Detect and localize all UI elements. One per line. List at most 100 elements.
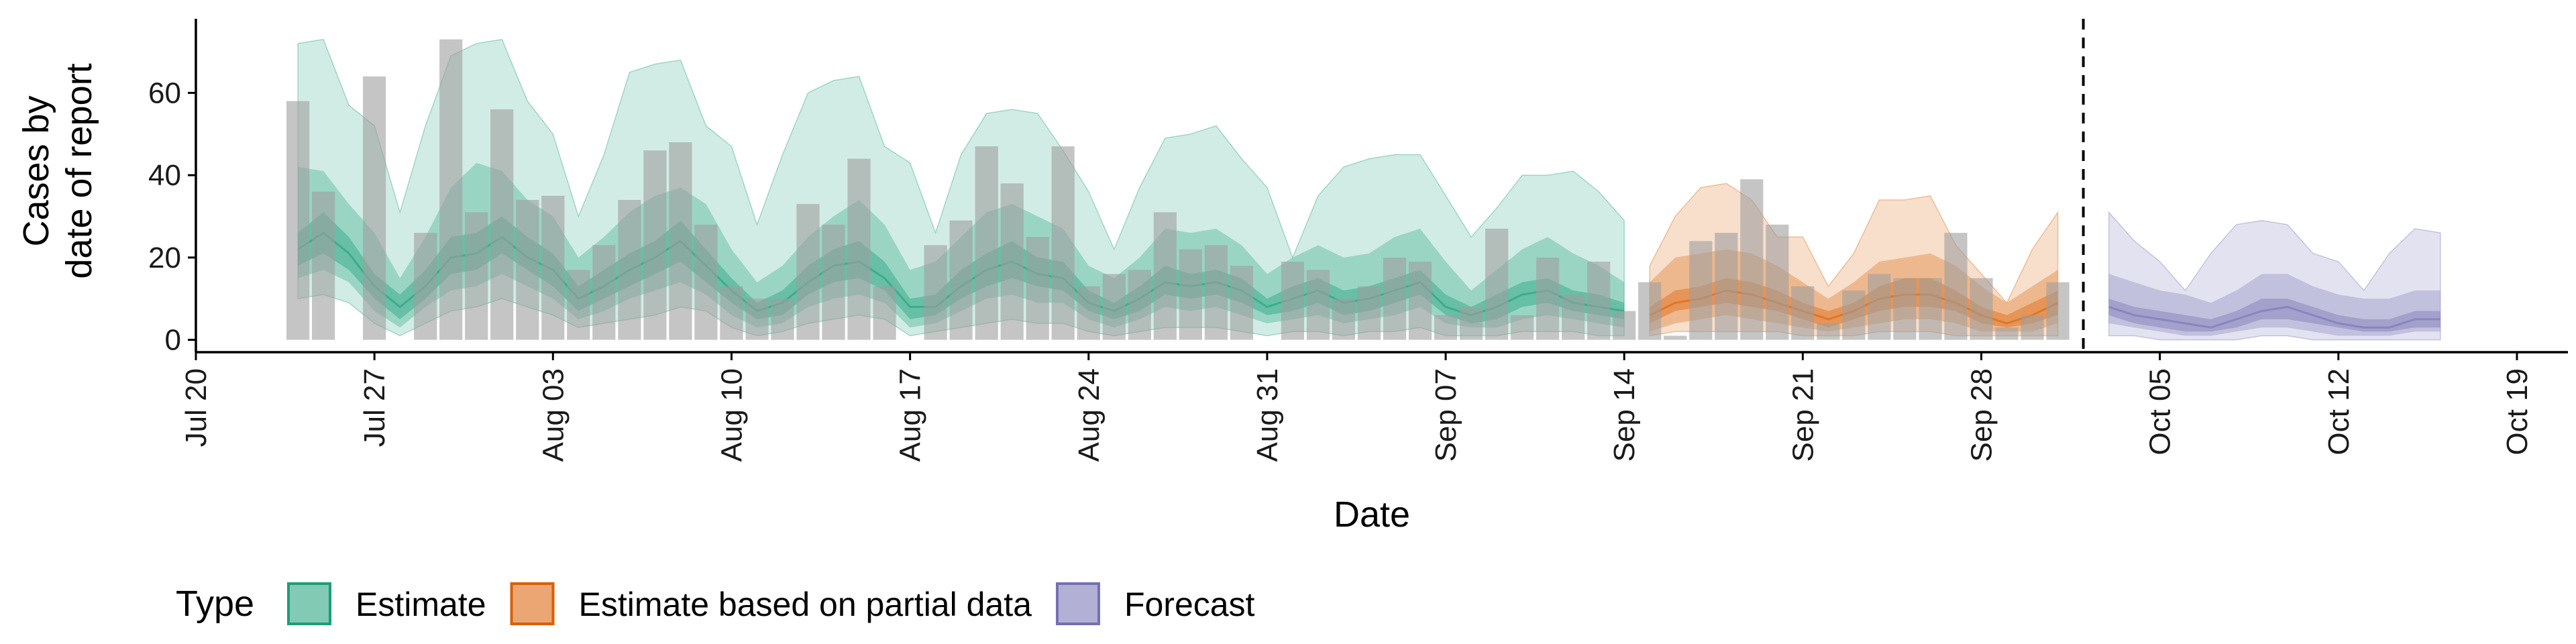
bar-2020-08-21 <box>1000 183 1024 340</box>
bar-2020-09-11 <box>1536 257 1560 340</box>
axes: 0 20 40 60 Jul 20 Jul 27 Aug 03 Aug 10 Aug 17 Aug… <box>148 19 2568 462</box>
bar-2020-08-30 <box>1230 266 1253 340</box>
bar-2020-08-19 <box>949 220 973 340</box>
bar-2020-09-18 <box>1715 233 1738 340</box>
bar-2020-08-29 <box>1204 245 1228 340</box>
bar-2020-08-24 <box>1077 286 1100 340</box>
bar-2020-09-08 <box>1460 307 1483 340</box>
bar-2020-07-31 <box>465 212 488 340</box>
bar-2020-09-23 <box>1842 290 1866 340</box>
x-tick-label-2020-07-27: Jul 27 <box>358 368 391 447</box>
bar-2020-09-26 <box>1919 278 1942 340</box>
bar-2020-09-07 <box>1434 315 1458 340</box>
y-axis-title-line-1: Cases by <box>16 95 56 246</box>
bar-2020-09-25 <box>1893 278 1917 340</box>
x-tick-label-2020-08-10: Aug 10 <box>716 368 749 462</box>
bar-2020-08-28 <box>1179 249 1202 340</box>
bar-2020-09-02 <box>1306 270 1330 340</box>
y-tick-label-60: 60 <box>148 76 181 109</box>
bar-2020-08-06 <box>618 200 641 340</box>
x-tick-label-2020-09-21: Sep 21 <box>1786 368 1819 462</box>
bar-2020-09-16 <box>1664 335 1687 340</box>
series-2-median-line <box>2108 305 2440 329</box>
bar-2020-08-09 <box>694 224 718 340</box>
bar-2020-08-23 <box>1051 146 1075 340</box>
bar-2020-07-29 <box>414 233 437 340</box>
legend-swatch-0 <box>287 582 331 625</box>
bar-2020-09-17 <box>1689 241 1713 340</box>
legend-label-2: Forecast <box>1124 586 1255 623</box>
bar-2020-08-10 <box>720 286 743 340</box>
x-tick-label-2020-09-07: Sep 07 <box>1430 368 1462 462</box>
bar-2020-09-15 <box>1638 282 1662 340</box>
bar-2020-08-18 <box>924 245 947 340</box>
bar-2020-09-30 <box>2021 315 2044 340</box>
bar-2020-08-08 <box>669 142 692 340</box>
bar-2020-08-22 <box>1026 237 1049 340</box>
bar-2020-08-02 <box>516 200 539 340</box>
x-tick-label-2020-08-03: Aug 03 <box>537 368 570 462</box>
bar-2020-08-15 <box>847 158 871 340</box>
bar-2020-07-25 <box>312 191 335 340</box>
bar-2020-09-19 <box>1740 179 1764 340</box>
series-2-outer-interval <box>2108 211 2441 341</box>
x-tick-label-2020-08-31: Aug 31 <box>1251 368 1284 462</box>
bar-2020-08-14 <box>822 224 845 340</box>
bar-2020-09-20 <box>1766 224 1789 340</box>
bar-2020-09-04 <box>1357 286 1381 340</box>
bar-2020-09-13 <box>1587 262 1611 340</box>
bar-2020-09-24 <box>1868 274 1891 340</box>
legend: Type Estimate Estimate based on partial da… <box>176 582 1255 625</box>
bar-2020-09-21 <box>1791 286 1815 340</box>
x-axis-title: Date <box>1334 494 1410 535</box>
y-tick-label-40: 40 <box>148 159 181 192</box>
bar-2020-08-11 <box>745 299 769 340</box>
bar-2020-07-30 <box>439 39 463 340</box>
bar-2020-09-12 <box>1562 294 1585 340</box>
reported-cases-bars <box>286 39 2070 340</box>
bar-2020-08-07 <box>643 150 667 340</box>
bar-2020-09-29 <box>1995 327 2019 340</box>
x-tick-label-2020-09-28: Sep 28 <box>1966 368 1998 462</box>
legend-label-1: Estimate based on partial data <box>579 586 1032 623</box>
bar-2020-09-22 <box>1817 323 1840 340</box>
bar-2020-09-05 <box>1383 257 1407 340</box>
x-tick-label-2020-07-20: Jul 20 <box>180 368 213 447</box>
x-tick-label-2020-08-24: Aug 24 <box>1073 368 1106 462</box>
x-tick-label-2020-10-19: Oct 19 <box>2501 368 2534 455</box>
bar-2020-08-05 <box>592 245 616 340</box>
bar-2020-10-01 <box>2046 282 2070 340</box>
y-axis-title-line-2: date of report <box>59 63 99 278</box>
bar-2020-07-27 <box>363 76 386 340</box>
legend-title: Type <box>176 584 254 624</box>
series-2-90-interval <box>2108 274 2440 336</box>
bar-2020-08-04 <box>567 270 590 340</box>
bar-2020-09-09 <box>1485 228 1509 340</box>
legend-swatch-2 <box>1055 582 1100 625</box>
bar-2020-09-01 <box>1281 262 1304 340</box>
bar-2020-09-10 <box>1511 315 1534 340</box>
bar-2020-09-06 <box>1408 262 1432 340</box>
bar-2020-08-20 <box>975 146 998 340</box>
series-2-bands <box>2108 211 2441 341</box>
bar-2020-08-03 <box>541 195 565 340</box>
bar-2020-09-28 <box>1970 278 1993 340</box>
legend-label-0: Estimate <box>356 586 486 623</box>
bar-2020-08-16 <box>873 286 896 340</box>
bar-2020-08-13 <box>796 204 820 340</box>
x-tick-label-2020-09-14: Sep 14 <box>1608 368 1641 462</box>
x-tick-label-2020-08-17: Aug 17 <box>894 368 927 462</box>
bar-2020-08-26 <box>1128 270 1151 340</box>
bar-2020-07-24 <box>286 101 310 340</box>
x-tick-label-2020-10-12: Oct 12 <box>2322 368 2355 455</box>
bar-2020-08-01 <box>490 109 514 340</box>
bar-2020-09-27 <box>1944 233 1968 340</box>
bar-2020-08-25 <box>1102 274 1126 340</box>
bar-2020-08-27 <box>1153 212 1177 340</box>
series-2-50-interval <box>2108 299 2440 332</box>
legend-swatch-1 <box>510 582 555 625</box>
y-tick-label-20: 20 <box>148 241 181 274</box>
y-tick-label-0: 0 <box>165 324 181 357</box>
